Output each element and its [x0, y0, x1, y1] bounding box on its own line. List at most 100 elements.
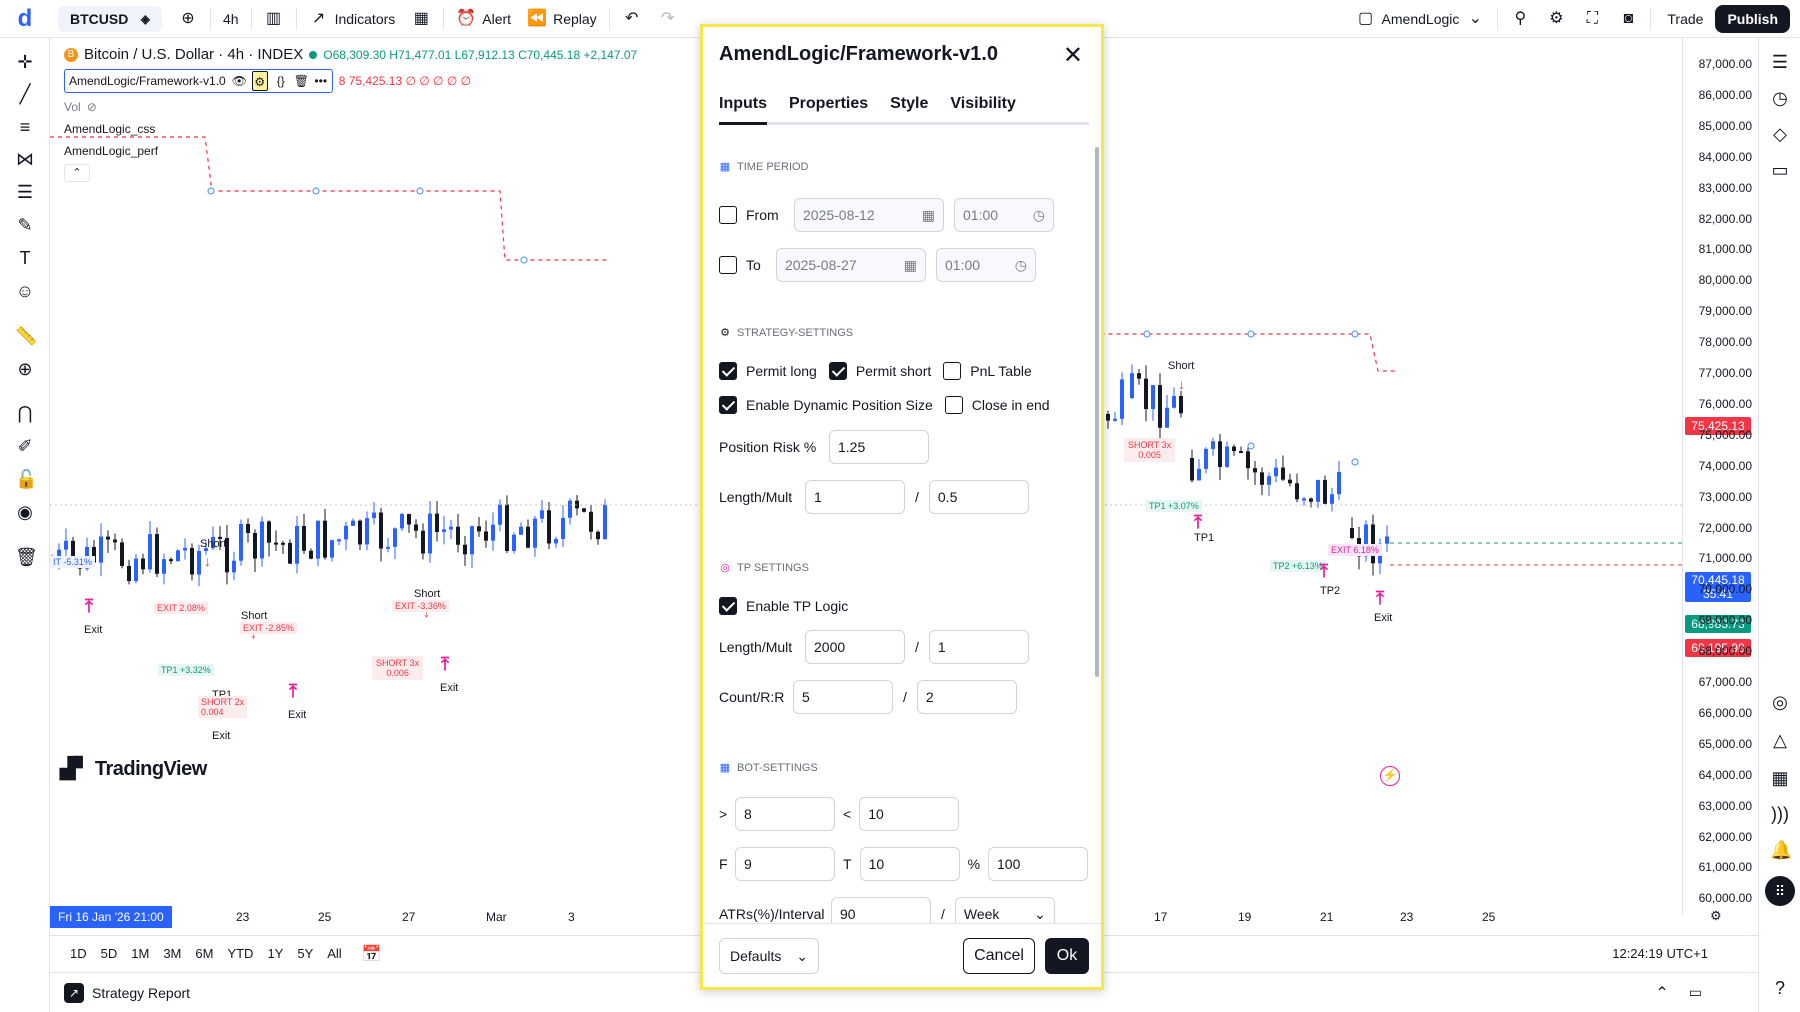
tp-mult-input[interactable]: 1: [928, 630, 1029, 664]
more-icon[interactable]: •••: [314, 74, 328, 88]
lightning-icon[interactable]: ⚡: [1380, 766, 1400, 786]
trash-icon[interactable]: 🗑: [15, 547, 38, 567]
app-logo[interactable]: d: [17, 4, 33, 32]
lt-input[interactable]: 10: [859, 797, 960, 831]
magnet-icon[interactable]: ⋂: [17, 403, 33, 423]
trade-button[interactable]: Trade: [1667, 10, 1704, 27]
to-date-input[interactable]: 2025-08-27 ▦: [776, 248, 926, 282]
range-button[interactable]: 6M: [195, 946, 214, 961]
to-checkbox[interactable]: [719, 256, 737, 274]
range-button[interactable]: 5Y: [297, 946, 314, 961]
layout-button[interactable]: ▢ AmendLogic ⌄: [1348, 0, 1494, 38]
t-input[interactable]: 10: [859, 847, 960, 881]
range-button[interactable]: 1D: [70, 946, 87, 961]
emoji-icon[interactable]: ☺: [15, 281, 35, 301]
crosshair-icon[interactable]: ✛: [17, 52, 33, 72]
maximize-icon[interactable]: ▭: [1688, 984, 1702, 1000]
from-date-input[interactable]: 2025-08-12 ▦: [794, 198, 944, 232]
tab-properties[interactable]: Properties: [789, 95, 869, 112]
pnl-table-checkbox[interactable]: [943, 362, 962, 380]
symbol-title[interactable]: Bitcoin / U.S. Dollar · 4h · INDEX: [84, 46, 304, 63]
forecast-icon[interactable]: ☰: [16, 182, 34, 202]
clock-time[interactable]: 12:24:19 UTC+1: [1612, 946, 1708, 961]
source-code-icon[interactable]: {}: [276, 74, 285, 88]
broadcast-icon[interactable]: ))): [1771, 804, 1789, 824]
permit-long-checkbox[interactable]: [719, 362, 737, 380]
undo-icon[interactable]: ↶: [624, 9, 639, 27]
eye-hidden-icon[interactable]: ⊘: [86, 100, 97, 114]
defaults-dropdown[interactable]: Defaults ⌄: [719, 938, 819, 974]
compare-icon[interactable]: ◈: [140, 11, 150, 26]
notification-bell-icon[interactable]: 🔔: [1770, 840, 1793, 860]
range-button[interactable]: 1M: [131, 946, 150, 961]
visibility-icon[interactable]: ◉: [17, 502, 33, 522]
brush-icon[interactable]: ✎: [17, 215, 33, 235]
collapse-legend-icon[interactable]: ⌃: [64, 164, 90, 182]
eye-icon[interactable]: 👁: [231, 74, 247, 88]
gt-input[interactable]: 8: [735, 797, 835, 831]
pine-icon[interactable]: △: [1773, 730, 1787, 750]
cancel-button[interactable]: Cancel: [963, 938, 1035, 974]
range-button[interactable]: 3M: [163, 946, 182, 961]
tab-inputs[interactable]: Inputs: [719, 91, 767, 125]
enable-tp-checkbox[interactable]: [719, 597, 737, 615]
settings-icon[interactable]: ⚙: [251, 71, 268, 91]
from-checkbox[interactable]: [719, 206, 737, 224]
fib-icon[interactable]: ≡: [19, 117, 31, 137]
target-icon[interactable]: ◎: [1772, 692, 1788, 712]
calendar-icon[interactable]: ▦: [1771, 768, 1789, 788]
f-input[interactable]: 9: [735, 847, 835, 881]
volume-label[interactable]: Vol: [64, 100, 81, 114]
redo-icon[interactable]: ↷: [660, 9, 675, 27]
study-label[interactable]: AmendLogic_css: [64, 122, 156, 136]
close-icon[interactable]: ✕: [1062, 42, 1083, 69]
count-input[interactable]: 5: [793, 680, 893, 714]
tab-visibility[interactable]: Visibility: [950, 95, 1016, 112]
add-symbol-icon[interactable]: ⊕: [181, 9, 195, 27]
templates-icon[interactable]: ▦: [413, 9, 429, 27]
quick-search-icon[interactable]: ⚲: [1514, 9, 1527, 27]
length-input[interactable]: 1: [805, 480, 905, 514]
candle-type-icon[interactable]: ▥: [266, 9, 282, 27]
trend-line-icon[interactable]: ╱: [19, 84, 31, 104]
dynamic-size-checkbox[interactable]: [719, 396, 737, 414]
pattern-icon[interactable]: ⋈: [16, 149, 34, 169]
indicators-button[interactable]: ↗ Indicators: [301, 0, 404, 38]
help-icon[interactable]: ?: [1774, 978, 1785, 998]
watchlist-icon[interactable]: ☰: [1771, 52, 1789, 72]
chat-icon[interactable]: ▭: [1771, 160, 1789, 180]
settings-gear-icon[interactable]: ⚙: [1549, 9, 1564, 27]
apps-grid-icon[interactable]: ⠿: [1765, 876, 1795, 906]
lock-drawing-icon[interactable]: ✐: [17, 436, 33, 456]
zoom-in-icon[interactable]: ⊕: [17, 359, 33, 379]
position-risk-input[interactable]: 1.25: [829, 430, 929, 464]
chevron-up-icon[interactable]: ⌃: [1655, 984, 1669, 1002]
rr-input[interactable]: 2: [916, 680, 1017, 714]
interval-button[interactable]: 4h: [223, 10, 239, 27]
permit-short-checkbox[interactable]: [828, 362, 847, 380]
camera-icon[interactable]: ◙: [1623, 9, 1634, 27]
symbol-search[interactable]: BTCUSD ◈: [58, 5, 162, 32]
ruler-icon[interactable]: 📏: [15, 326, 38, 346]
alerts-clock-icon[interactable]: ◷: [1772, 88, 1788, 108]
price-axis[interactable]: 75,425.13 70,445.18 35:41 68,983.73 68,19…: [1682, 38, 1758, 914]
mult-input[interactable]: 0.5: [928, 480, 1029, 514]
alert-button[interactable]: ⏰ Alert: [456, 9, 512, 27]
time-axis[interactable]: Fri 16 Jan '26 21:00 232527Mar3151719212…: [50, 906, 1722, 930]
close-in-end-checkbox[interactable]: [944, 396, 963, 414]
text-icon[interactable]: T: [19, 248, 31, 268]
lock-icon[interactable]: 🔓: [15, 469, 38, 489]
tab-style[interactable]: Style: [890, 95, 929, 112]
range-button[interactable]: YTD: [227, 946, 254, 961]
auto-scale-icon[interactable]: ⚙: [1710, 908, 1722, 923]
indicator-legend-item[interactable]: AmendLogic/Framework-v1.0 👁 ⚙ {} 🗑 •••: [64, 69, 333, 93]
study-label[interactable]: AmendLogic_perf: [64, 144, 159, 158]
range-button[interactable]: 1Y: [267, 946, 284, 961]
layers-icon[interactable]: ◇: [1773, 124, 1787, 144]
from-time-input[interactable]: 01:00 ◷: [954, 198, 1054, 232]
range-button[interactable]: 5D: [100, 946, 118, 961]
pct-input[interactable]: 100: [988, 847, 1089, 881]
publish-button[interactable]: Publish: [1715, 4, 1790, 33]
fullscreen-icon[interactable]: ⛶: [1586, 9, 1598, 27]
to-time-input[interactable]: 01:00 ◷: [936, 248, 1036, 282]
